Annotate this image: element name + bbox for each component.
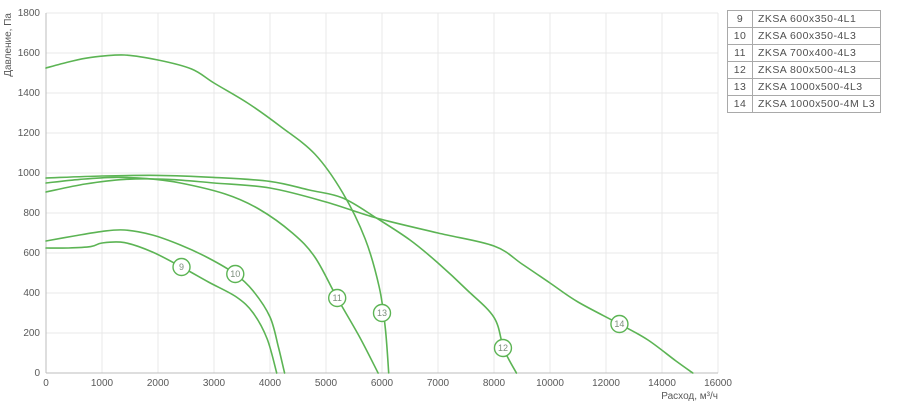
- legend-series-label: ZKSA 1000x500-4L3: [751, 78, 882, 96]
- legend-series-label: ZKSA 600x350-4L3: [751, 27, 882, 45]
- curve-label-number-14: 14: [614, 319, 624, 329]
- legend-row: 12 ZKSA 800x500-4L3: [727, 61, 882, 79]
- y-tick-label: 1800: [18, 8, 41, 19]
- curve-label-number-10: 10: [230, 269, 240, 279]
- legend-row: 11 ZKSA 700x400-4L3: [727, 44, 882, 62]
- legend-series-label: ZKSA 800x500-4L3: [751, 61, 882, 79]
- legend-series-label: ZKSA 1000x500-4M L3: [751, 95, 882, 113]
- x-tick-label: 10000: [536, 378, 564, 389]
- legend-series-number: 10: [727, 27, 753, 45]
- x-tick-label: 7000: [427, 378, 450, 389]
- x-tick-label: 5000: [315, 378, 338, 389]
- curve-14: [45, 178, 694, 374]
- legend-series-label: ZKSA 600x350-4L1: [751, 10, 882, 28]
- x-tick-label: 12000: [592, 378, 620, 389]
- curve-13: [45, 54, 390, 374]
- x-tick-label: 8000: [483, 378, 506, 389]
- x-tick-label: 0: [43, 378, 49, 389]
- legend-series-number: 9: [727, 10, 753, 28]
- legend-row: 9 ZKSA 600x350-4L1: [727, 10, 882, 28]
- legend-series-number: 12: [727, 61, 753, 79]
- y-tick-label: 200: [23, 328, 40, 339]
- curve-label-circle-11: [328, 288, 347, 308]
- legend-series-number: 14: [727, 95, 753, 113]
- x-tick-label: 14000: [648, 378, 676, 389]
- x-tick-label: 2000: [147, 378, 170, 389]
- curve-label-number-9: 9: [179, 262, 184, 272]
- curve-label-circle-14: [610, 314, 629, 334]
- legend-table: 9 ZKSA 600x350-4L1 10 ZKSA 600x350-4L3 11 ZKS…: [727, 10, 882, 113]
- y-tick-label: 1000: [18, 168, 41, 179]
- curve-10: [45, 229, 286, 374]
- curve-label-circle-13: [372, 303, 392, 323]
- x-tick-label: 1000: [91, 378, 114, 389]
- legend-body: 9 ZKSA 600x350-4L1 10 ZKSA 600x350-4L3 11 ZKS…: [727, 10, 882, 113]
- curve-label-circle-10: [226, 264, 245, 284]
- legend-series-label: ZKSA 700x400-4L3: [751, 44, 882, 62]
- curve-label-number-12: 12: [498, 343, 508, 353]
- legend-row: 14 ZKSA 1000x500-4M L3: [727, 95, 882, 113]
- curve-11: [45, 176, 379, 374]
- x-tick-label: 6000: [371, 378, 394, 389]
- legend-row: 13 ZKSA 1000x500-4L3: [727, 78, 882, 96]
- legend-row: 10 ZKSA 600x350-4L3: [727, 27, 882, 45]
- curve-label-circle-9: [172, 257, 191, 277]
- curve-9: [45, 241, 278, 374]
- x-axis-title: Расход, м³/ч: [661, 391, 718, 402]
- y-tick-label: 1200: [18, 128, 41, 139]
- curve-label-number-11: 11: [333, 293, 342, 303]
- x-tick-label: 3000: [203, 378, 226, 389]
- y-tick-label: 1400: [18, 88, 41, 99]
- y-tick-label: 600: [23, 248, 40, 259]
- y-tick-label: 400: [23, 288, 40, 299]
- y-tick-label: 800: [23, 208, 40, 219]
- legend-series-number: 11: [727, 44, 753, 62]
- x-tick-label: 16000: [704, 378, 732, 389]
- curve-12: [45, 174, 518, 374]
- y-axis-title: Давление, Па: [3, 13, 14, 77]
- curve-label-number-13: 13: [377, 308, 387, 318]
- x-tick-label: 4000: [259, 378, 282, 389]
- curve-label-circle-12: [493, 338, 513, 358]
- legend-series-number: 13: [727, 78, 753, 96]
- y-tick-label: 0: [34, 368, 40, 379]
- y-tick-label: 1600: [18, 48, 41, 59]
